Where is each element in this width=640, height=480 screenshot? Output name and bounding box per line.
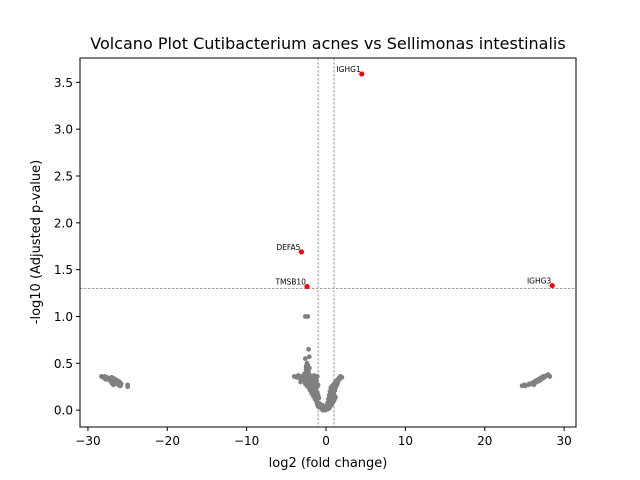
point-label: DEFA5 [276, 243, 300, 252]
chart-title: Volcano Plot Cutibacterium acnes vs Sell… [90, 34, 565, 53]
data-point-not-significant [329, 397, 334, 403]
x-tick-label: 20 [477, 434, 492, 448]
data-point-not-significant [337, 376, 342, 382]
data-point-not-significant [314, 374, 320, 379]
point-label: IGHG1 [336, 65, 360, 74]
data-point-not-significant [540, 375, 546, 381]
data-point-not-significant [530, 380, 536, 386]
y-tick-label: 2.5 [54, 170, 73, 184]
data-point-not-significant [305, 314, 311, 319]
y-axis-label: -log10 (Adjusted p-value) [29, 160, 44, 324]
x-tick-label: 0 [322, 434, 330, 448]
y-tick-label: 1.0 [54, 310, 73, 324]
data-point-not-significant [325, 405, 330, 411]
axes-frame [79, 57, 577, 428]
y-tick-label: 0.0 [54, 404, 73, 418]
y-tick-label: 1.5 [54, 263, 73, 277]
data-point-not-significant [306, 354, 312, 360]
y-tick-label: 2.0 [54, 216, 73, 230]
data-point-not-significant [306, 346, 311, 352]
data-point-not-significant [113, 378, 119, 384]
data-point-not-significant [547, 374, 553, 379]
plot-area: IGHG1 DEFA5 TMSB10 IGHG3 [80, 58, 576, 427]
data-point-not-significant [316, 395, 322, 401]
data-point-not-significant [332, 388, 338, 393]
data-point-not-significant [117, 383, 123, 389]
data-point-not-significant [308, 374, 314, 380]
point-label: IGHG3 [527, 277, 551, 286]
data-point-not-significant [305, 362, 311, 368]
x-axis-label: log2 (fold change) [269, 456, 388, 471]
x-tick-label: −10 [234, 434, 259, 448]
data-point-not-significant [334, 382, 340, 388]
x-tick-label: 30 [556, 434, 571, 448]
data-point-not-significant [110, 382, 116, 388]
y-axis: 0.0 0.5 1.0 1.5 2.0 2.5 3.0 3.5 [54, 76, 80, 418]
data-point-significant [298, 249, 305, 255]
x-axis: −30 −20 −10 0 10 20 30 [75, 427, 572, 448]
data-point-not-significant [125, 384, 131, 390]
data-point-significant [304, 283, 310, 290]
x-tick-label: −20 [155, 434, 180, 448]
x-tick-label: −30 [75, 434, 100, 448]
y-tick-label: 0.5 [54, 357, 73, 371]
y-tick-label: 3.5 [54, 76, 73, 90]
data-point-not-significant [103, 376, 108, 382]
data-point-not-significant [302, 356, 308, 362]
data-point-significant [359, 71, 365, 77]
data-point-significant [549, 282, 555, 289]
x-tick-label: 10 [398, 434, 413, 448]
data-point-not-significant [302, 371, 307, 377]
data-point-not-significant [536, 378, 542, 384]
data-point-not-significant [526, 381, 532, 387]
y-tick-label: 3.0 [54, 123, 73, 137]
point-label: TMSB10 [274, 278, 306, 287]
